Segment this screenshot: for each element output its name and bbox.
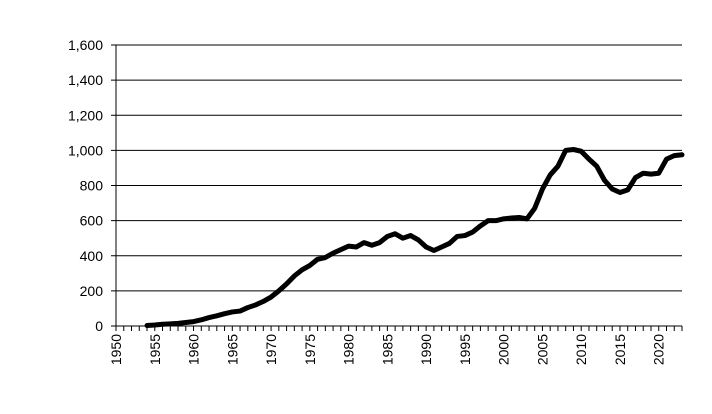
y-tick-label: 400: [80, 248, 104, 264]
y-tick-label: 1,600: [68, 37, 103, 53]
x-tick-label: 2005: [534, 334, 550, 365]
x-tick-label: 1955: [147, 334, 163, 365]
x-tick-label: 1975: [302, 334, 318, 365]
x-tick-label: 1995: [457, 334, 473, 365]
x-tick-label: 2000: [496, 334, 512, 365]
axes: [111, 44, 683, 331]
x-tick-label: 1990: [418, 334, 434, 365]
x-tick-label: 2020: [651, 334, 667, 365]
y-tick-label: 800: [80, 178, 104, 194]
x-tick-label: 1950: [108, 334, 124, 365]
y-axis-tick-labels: 0 200 400 600 800 1,000 1,200 1,400 1,600: [68, 37, 103, 334]
y-tick-label: 0: [95, 318, 103, 334]
x-tick-label: 2010: [573, 334, 589, 365]
x-axis-tick-labels: 1950 1955 1960 1965 1970 1975 1980 1985 1990 1995…: [108, 334, 667, 365]
x-tick-label: 1960: [186, 334, 202, 365]
y-tick-label: 1,400: [68, 72, 103, 88]
y-tick-label: 1,200: [68, 107, 103, 123]
x-tick-label: 1965: [224, 334, 240, 365]
x-tick-label: 1980: [341, 334, 357, 365]
series-line: [144, 147, 685, 328]
y-tick-label: 200: [80, 283, 104, 299]
x-tick-label: 1970: [263, 334, 279, 365]
x-tick-label: 2015: [612, 334, 628, 365]
y-tick-label: 600: [80, 213, 104, 229]
gridlines: [116, 44, 682, 292]
y-tick-label: 1,000: [68, 142, 103, 158]
x-tick-label: 1985: [379, 334, 395, 365]
series-layer: [144, 147, 685, 328]
